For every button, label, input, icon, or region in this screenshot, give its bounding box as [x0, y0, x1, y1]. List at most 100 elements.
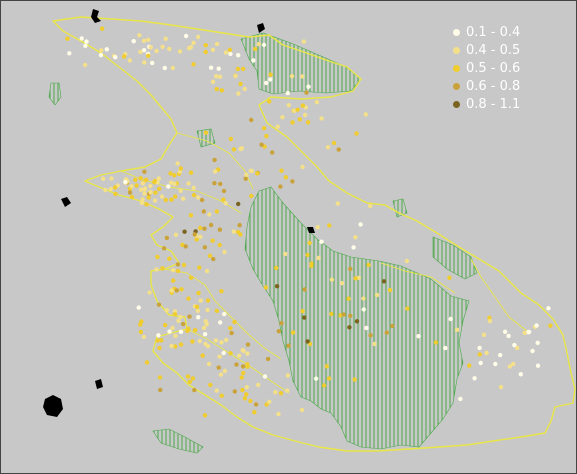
sample-point: [290, 330, 296, 335]
sample-point: [280, 115, 285, 120]
sample-point: [339, 281, 345, 286]
sample-point: [248, 398, 253, 404]
sample-point: [168, 171, 173, 176]
sample-point: [217, 242, 222, 248]
sample-point: [252, 410, 257, 415]
sample-point: [522, 330, 527, 335]
sample-point: [261, 126, 267, 131]
sample-point: [175, 268, 181, 274]
sample-point: [216, 365, 221, 370]
legend-item-4: 0.6 - 0.8: [453, 77, 520, 95]
sample-point: [264, 133, 269, 139]
sample-point: [327, 223, 332, 228]
sample-point: [374, 292, 380, 298]
sample-point: [214, 209, 219, 214]
legend-swatch-3: [453, 64, 460, 72]
sample-point: [329, 311, 334, 317]
sample-point: [285, 90, 290, 96]
sample-point: [178, 166, 184, 171]
sample-point: [194, 304, 200, 309]
sample-point: [273, 389, 278, 395]
sample-point: [103, 187, 108, 193]
sample-point: [484, 350, 489, 356]
sample-point: [518, 372, 523, 377]
sample-point: [101, 176, 106, 181]
sample-point: [148, 190, 153, 195]
sample-point: [99, 48, 104, 53]
sample-point: [447, 275, 452, 280]
sample-point: [404, 258, 410, 264]
sample-point: [204, 268, 210, 274]
sample-point: [302, 112, 308, 118]
sample-point: [173, 333, 178, 339]
sample-point: [302, 287, 307, 292]
sample-point: [530, 348, 535, 354]
sample-point: [249, 168, 255, 174]
sample-point: [144, 360, 150, 365]
sample-point: [354, 131, 359, 136]
sample-point: [141, 48, 147, 53]
sample-point: [217, 74, 223, 79]
sample-point: [208, 65, 214, 70]
sample-point: [231, 147, 237, 152]
sample-point: [167, 329, 172, 334]
sample-point: [196, 315, 201, 320]
sample-point: [175, 161, 180, 166]
sample-point: [249, 193, 254, 199]
sample-point: [245, 362, 250, 367]
sample-point: [198, 234, 203, 239]
sample-point: [319, 239, 324, 244]
sample-point: [212, 181, 217, 186]
sample-point: [448, 316, 453, 322]
sample-point: [237, 223, 242, 228]
sample-point: [198, 225, 203, 231]
sample-point: [170, 325, 175, 331]
sample-point: [67, 51, 72, 56]
sample-point: [515, 345, 520, 351]
sample-point: [498, 352, 503, 358]
sample-point: [167, 46, 172, 52]
sample-point: [364, 325, 369, 331]
sample-point: [363, 112, 368, 117]
sample-point: [548, 323, 553, 328]
legend-label-3: 0.5 - 0.6: [466, 60, 521, 76]
sample-point: [113, 191, 118, 197]
sample-point: [155, 338, 160, 343]
sample-point: [256, 41, 261, 47]
sample-point: [199, 197, 205, 203]
sample-point: [152, 198, 158, 203]
sample-point: [176, 318, 181, 323]
sample-point: [256, 382, 261, 388]
sample-point: [175, 262, 181, 267]
sample-point: [192, 387, 197, 393]
sample-point: [242, 396, 248, 401]
sample-point: [467, 363, 472, 368]
sample-point: [243, 176, 248, 181]
sample-point: [99, 26, 105, 31]
sample-point: [236, 91, 241, 96]
sample-point: [283, 251, 288, 257]
sample-point: [245, 351, 250, 356]
sample-point: [181, 262, 187, 268]
sample-point: [181, 196, 186, 201]
sample-point: [191, 185, 196, 190]
sample-point: [259, 142, 264, 147]
sample-point: [84, 39, 89, 44]
sample-point: [244, 385, 249, 390]
sample-point: [141, 38, 147, 43]
sample-point: [198, 298, 203, 303]
sample-point: [202, 413, 208, 418]
sample-point: [156, 302, 162, 307]
sample-point: [478, 360, 483, 366]
sample-point: [253, 402, 259, 407]
sample-point: [366, 262, 371, 268]
sample-point: [196, 290, 201, 296]
sample-point: [201, 325, 207, 331]
sample-point: [276, 411, 281, 417]
legend-label-4: 0.6 - 0.8: [466, 78, 521, 94]
sample-point: [219, 88, 224, 93]
sample-point: [171, 278, 176, 283]
sample-point: [315, 225, 320, 230]
